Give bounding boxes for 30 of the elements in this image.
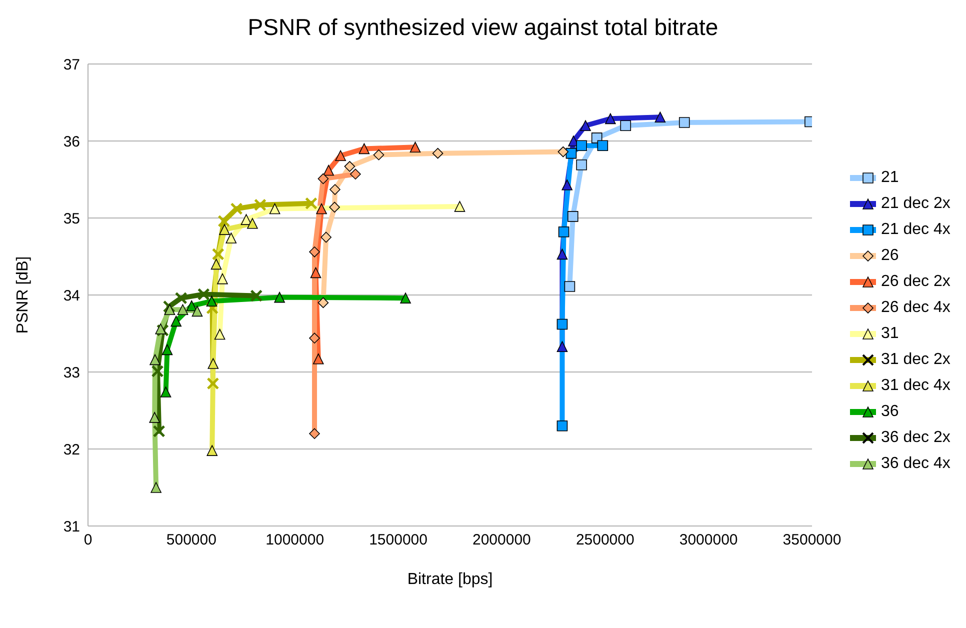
legend-label: 31 — [881, 324, 899, 344]
x-axis-title: Bitrate [bps] — [407, 571, 493, 588]
legend-label: 31 dec 2x — [881, 350, 950, 370]
y-axis-title: PSNR [dB] — [14, 256, 32, 334]
x-tick-label: 3000000 — [679, 532, 738, 549]
x-tick-label: 0 — [84, 532, 92, 549]
legend-label: 36 dec 2x — [881, 428, 950, 448]
legend-label: 31 dec 4x — [881, 376, 950, 396]
legend-label: 26 — [881, 246, 899, 266]
x-tick-label: 2500000 — [576, 532, 634, 549]
legend-label: 26 dec 4x — [881, 298, 950, 318]
legend-label: 26 dec 2x — [881, 272, 950, 292]
y-tick-label: 32 — [63, 441, 80, 458]
y-tick-label: 36 — [63, 133, 80, 150]
legend-label: 36 — [881, 402, 899, 422]
legend-label: 21 dec 4x — [881, 220, 950, 240]
y-tick-label: 34 — [63, 287, 80, 304]
x-tick-label: 500000 — [166, 532, 216, 549]
legend-label: 36 dec 4x — [881, 454, 950, 474]
legend-label: 21 — [881, 168, 899, 188]
y-tick-label: 33 — [63, 364, 80, 382]
x-tick-label: 2000000 — [472, 532, 531, 549]
x-tick-label: 3500000 — [782, 532, 842, 549]
legend-label: 21 dec 2x — [881, 194, 950, 214]
x-tick-label: 1500000 — [369, 532, 428, 549]
y-tick-label: 35 — [63, 210, 80, 228]
y-tick-label: 37 — [63, 56, 80, 74]
x-tick-label: 1000000 — [266, 532, 324, 549]
y-tick-label: 31 — [63, 518, 80, 536]
chart-title: PSNR of synthesized view against total bitrate — [246, 13, 720, 42]
